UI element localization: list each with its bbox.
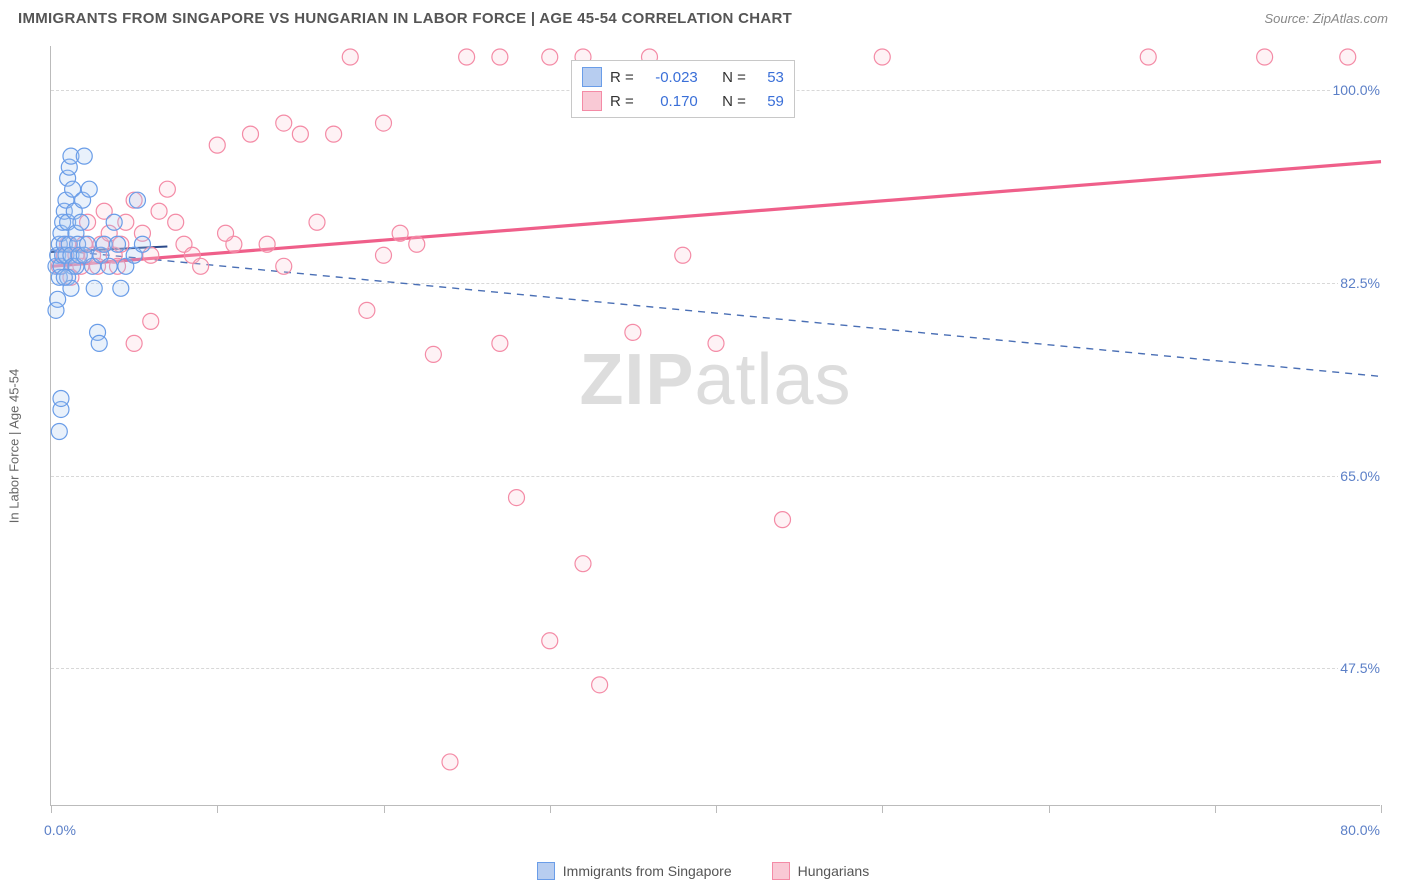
scatter-point — [509, 490, 525, 506]
scatter-point — [113, 280, 129, 296]
scatter-point — [592, 677, 608, 693]
trend-line — [51, 162, 1381, 267]
scatter-point — [874, 49, 890, 65]
legend-swatch-series1 — [582, 67, 602, 87]
bottom-swatch-series2 — [772, 862, 790, 880]
legend-swatch-series2 — [582, 91, 602, 111]
scatter-point — [492, 335, 508, 351]
scatter-point — [81, 181, 97, 197]
scatter-point — [126, 335, 142, 351]
xtick — [1215, 805, 1216, 813]
x-axis-max-label: 80.0% — [1340, 822, 1380, 838]
xtick — [384, 805, 385, 813]
bottom-legend: Immigrants from Singapore Hungarians — [0, 862, 1406, 880]
scatter-point — [53, 390, 69, 406]
scatter-point — [1257, 49, 1273, 65]
scatter-point — [409, 236, 425, 252]
n-value-series2: 59 — [754, 93, 784, 110]
scatter-point — [110, 236, 126, 252]
r-value-series2: 0.170 — [642, 93, 698, 110]
scatter-point — [708, 335, 724, 351]
scatter-point — [51, 424, 67, 440]
scatter-point — [342, 49, 358, 65]
r-label: R = — [610, 69, 634, 86]
scatter-point — [376, 247, 392, 263]
scatter-point — [459, 49, 475, 65]
scatter-point — [359, 302, 375, 318]
scatter-point — [542, 49, 558, 65]
scatter-point — [143, 313, 159, 329]
scatter-point — [218, 225, 234, 241]
scatter-point — [425, 346, 441, 362]
xtick — [1049, 805, 1050, 813]
scatter-point — [134, 236, 150, 252]
scatter-point — [376, 115, 392, 131]
x-axis-min-label: 0.0% — [44, 822, 76, 838]
scatter-point — [129, 192, 145, 208]
r-label: R = — [610, 93, 634, 110]
scatter-point — [492, 49, 508, 65]
xtick — [217, 805, 218, 813]
scatter-point — [542, 633, 558, 649]
legend-row-series2: R = 0.170 N = 59 — [582, 89, 784, 113]
scatter-point — [56, 269, 72, 285]
scatter-point — [50, 291, 66, 307]
xtick — [550, 805, 551, 813]
chart-plot-area: ZIPatlas R = -0.023 N = 53 R = 0.170 N =… — [50, 46, 1380, 806]
scatter-point — [80, 236, 96, 252]
xtick — [51, 805, 52, 813]
scatter-point — [775, 512, 791, 528]
bottom-legend-item1: Immigrants from Singapore — [537, 862, 732, 880]
scatter-point — [575, 556, 591, 572]
n-label: N = — [722, 93, 746, 110]
scatter-point — [309, 214, 325, 230]
scatter-point — [625, 324, 641, 340]
legend-stats-series2: R = 0.170 N = 59 — [610, 93, 784, 110]
scatter-point — [442, 754, 458, 770]
scatter-point — [76, 148, 92, 164]
scatter-point — [276, 258, 292, 274]
scatter-point — [91, 335, 107, 351]
chart-source: Source: ZipAtlas.com — [1264, 11, 1388, 26]
scatter-point — [1140, 49, 1156, 65]
correlation-legend-box: R = -0.023 N = 53 R = 0.170 N = 59 — [571, 60, 795, 118]
n-value-series1: 53 — [754, 69, 784, 86]
bottom-legend-item2: Hungarians — [772, 862, 870, 880]
scatter-point — [193, 258, 209, 274]
scatter-point — [159, 181, 175, 197]
scatter-point — [86, 280, 102, 296]
xtick — [1381, 805, 1382, 813]
scatter-point — [292, 126, 308, 142]
scatter-point — [73, 214, 89, 230]
legend-row-series1: R = -0.023 N = 53 — [582, 65, 784, 89]
n-label: N = — [722, 69, 746, 86]
xtick — [882, 805, 883, 813]
bottom-label-series1: Immigrants from Singapore — [563, 863, 732, 879]
scatter-point — [209, 137, 225, 153]
scatter-point — [392, 225, 408, 241]
y-axis-label: In Labor Force | Age 45-54 — [7, 369, 22, 523]
legend-stats-series1: R = -0.023 N = 53 — [610, 69, 784, 86]
scatter-point — [259, 236, 275, 252]
scatter-point — [151, 203, 167, 219]
chart-title: IMMIGRANTS FROM SINGAPORE VS HUNGARIAN I… — [18, 10, 792, 27]
scatter-svg — [51, 46, 1380, 805]
xtick — [716, 805, 717, 813]
chart-header: IMMIGRANTS FROM SINGAPORE VS HUNGARIAN I… — [0, 0, 1406, 33]
trend-line — [51, 250, 1381, 377]
scatter-point — [243, 126, 259, 142]
scatter-point — [1340, 49, 1356, 65]
scatter-point — [276, 115, 292, 131]
r-value-series1: -0.023 — [642, 69, 698, 86]
scatter-point — [326, 126, 342, 142]
bottom-label-series2: Hungarians — [798, 863, 870, 879]
scatter-point — [106, 214, 122, 230]
scatter-point — [168, 214, 184, 230]
scatter-point — [675, 247, 691, 263]
bottom-swatch-series1 — [537, 862, 555, 880]
scatter-point — [101, 258, 117, 274]
